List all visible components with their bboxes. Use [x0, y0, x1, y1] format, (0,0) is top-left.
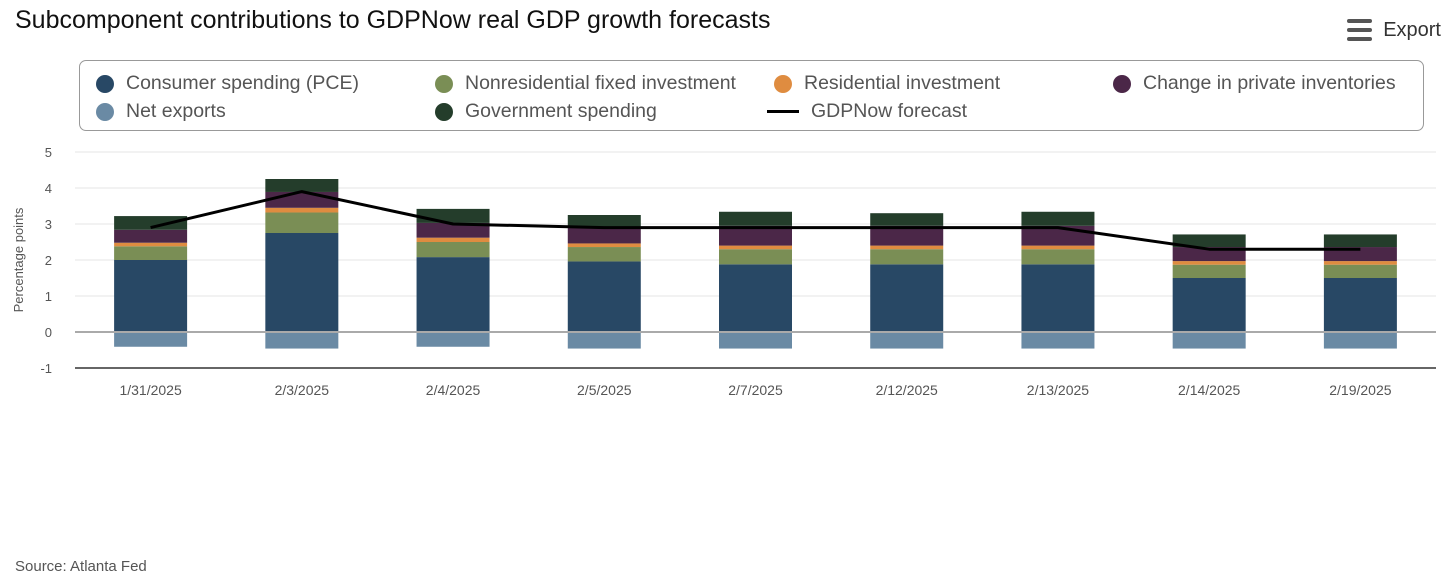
bar-residential [416, 237, 490, 242]
x-tick-label: 2/14/2025 [1178, 382, 1240, 398]
legend-label-forecast: GDPNow forecast [811, 100, 968, 122]
bar-pce [1172, 278, 1246, 332]
legend-label-pce: Consumer spending (PCE) [126, 72, 360, 94]
bar-inventories [870, 225, 944, 246]
bar-nonres [416, 242, 490, 258]
legend-line-forecast [767, 110, 799, 113]
y-tick-label: 0 [45, 325, 52, 340]
legend-swatch-net-exports [96, 102, 114, 121]
bar-net-exports [1172, 332, 1246, 349]
legend-item-inventories[interactable]: Change in private inventories [1113, 72, 1396, 95]
y-tick-label: 3 [45, 217, 52, 232]
bar-net-exports [719, 332, 792, 349]
bar-government [114, 216, 188, 230]
x-tick-label: 2/7/2025 [728, 382, 783, 398]
bar-inventories [265, 191, 339, 208]
chart-plot: -1 0 1 2 3 4 5 Percentage points 1/31/2025 2/3/20… [11, 145, 1436, 398]
bar-government [719, 211, 792, 226]
source-note: Source: Atlanta Fed [15, 558, 147, 575]
bar-residential [870, 245, 944, 250]
export-button[interactable]: Export [1347, 14, 1441, 46]
x-tick-label: 2/19/2025 [1329, 382, 1391, 398]
legend-item-government[interactable]: Government spending [435, 100, 657, 123]
legend-swatch-nonres [435, 74, 453, 93]
legend-label-government: Government spending [465, 100, 657, 122]
x-tick-label: 2/4/2025 [426, 382, 481, 398]
bar-pce [567, 261, 641, 332]
bar-residential [114, 242, 188, 247]
y-tick-label: 5 [45, 145, 52, 160]
x-tick-label: 2/5/2025 [577, 382, 632, 398]
bar-nonres [114, 246, 188, 260]
bar-nonres [1172, 264, 1246, 278]
bar-residential [1323, 261, 1397, 265]
chart-title: Subcomponent contributions to GDPNow rea… [15, 6, 771, 34]
y-tick-label: 1 [45, 289, 52, 304]
y-tick-label: 2 [45, 253, 52, 268]
x-tick-label: 2/12/2025 [876, 382, 938, 398]
bar-residential [1172, 261, 1246, 265]
y-tick-label: -1 [40, 361, 52, 376]
bar-nonres [1021, 249, 1095, 265]
bar-residential [265, 207, 339, 213]
legend-label-net-exports: Net exports [126, 100, 226, 122]
bar-net-exports [265, 332, 339, 349]
bar-inventories [719, 225, 792, 246]
legend-item-net-exports[interactable]: Net exports [96, 100, 226, 123]
bar-nonres [567, 247, 641, 262]
legend-label-residential: Residential investment [804, 72, 1001, 94]
bar-government [265, 179, 339, 192]
bar-government [1021, 211, 1095, 226]
bar-pce [1021, 264, 1095, 332]
bar-inventories [114, 229, 188, 243]
bar-government [870, 213, 944, 226]
y-tick-label: 4 [45, 181, 52, 196]
bar-net-exports [1021, 332, 1095, 349]
bar-residential [567, 243, 641, 248]
bar-pce [1323, 278, 1397, 332]
bar-nonres [719, 249, 792, 265]
bar-pce [416, 257, 490, 332]
legend-swatch-pce [96, 74, 114, 93]
bar-government [567, 215, 641, 228]
bar-net-exports [114, 332, 188, 347]
bar-nonres [870, 249, 944, 265]
export-label: Export [1383, 18, 1441, 41]
menu-icon [1347, 19, 1373, 41]
bar-government [416, 208, 490, 223]
bar-nonres [265, 212, 339, 233]
bar-pce [114, 260, 188, 332]
x-tick-label: 2/3/2025 [275, 382, 330, 398]
legend-swatch-government [435, 102, 453, 121]
legend-item-pce[interactable]: Consumer spending (PCE) [96, 72, 359, 95]
x-tick-label: 1/31/2025 [119, 382, 181, 398]
bar-residential [719, 245, 792, 250]
legend-item-residential[interactable]: Residential investment [774, 72, 1000, 95]
bar-government [1172, 234, 1246, 248]
legend: Consumer spending (PCE) Nonresidential f… [79, 60, 1424, 131]
legend-item-forecast[interactable]: GDPNow forecast [767, 100, 967, 123]
bar-net-exports [1323, 332, 1397, 349]
bar-net-exports [870, 332, 944, 349]
legend-swatch-inventories [1113, 74, 1131, 93]
legend-item-nonres[interactable]: Nonresidential fixed investment [435, 72, 736, 95]
x-tick-label: 2/13/2025 [1027, 382, 1089, 398]
legend-label-inventories: Change in private inventories [1143, 72, 1396, 94]
bar-government [1323, 234, 1397, 248]
bar-pce [870, 264, 944, 332]
bar-pce [719, 264, 792, 332]
bar-inventories [567, 227, 641, 244]
bar-pce [265, 233, 339, 332]
legend-swatch-residential [774, 74, 792, 93]
y-axis-title: Percentage points [11, 207, 26, 312]
legend-label-nonres: Nonresidential fixed investment [465, 72, 736, 94]
bar-nonres [1323, 264, 1397, 278]
forecast-line [150, 190, 1361, 251]
bar-net-exports [416, 332, 490, 347]
bar-residential [1021, 245, 1095, 250]
bar-inventories [416, 222, 490, 238]
bar-net-exports [567, 332, 641, 349]
